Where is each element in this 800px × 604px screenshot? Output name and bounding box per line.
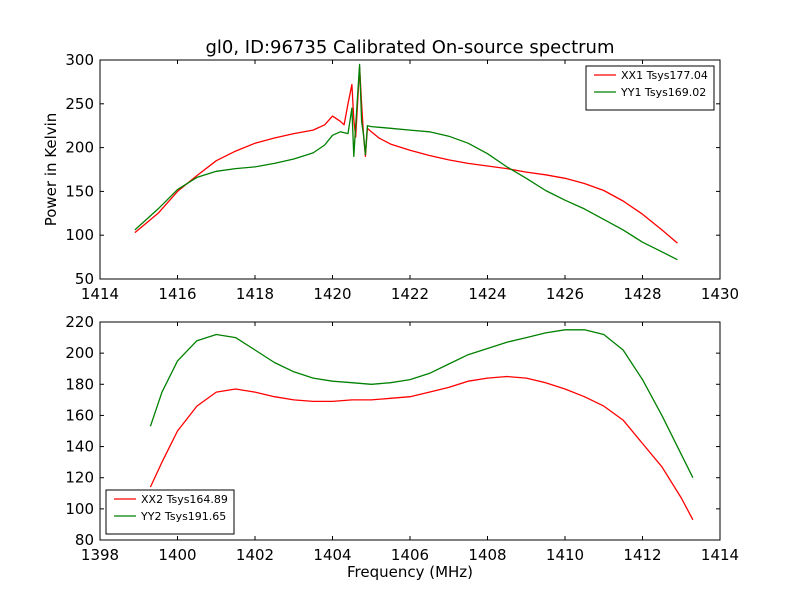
y-tick-label: 50 <box>75 270 94 288</box>
y-tick-label: 100 <box>65 226 94 244</box>
x-tick-label: 1422 <box>391 285 429 303</box>
y-axis-label: Power in Kelvin <box>42 113 60 227</box>
x-tick-label: 1412 <box>623 546 661 564</box>
legend: XX2 Tsys164.89 YY2 Tsys191.65 <box>105 489 235 535</box>
plot-frame <box>99 59 721 280</box>
legend-box <box>585 65 715 111</box>
x-tick-label: 1408 <box>468 546 506 564</box>
y-tick-label: 80 <box>75 531 94 549</box>
top-spectrum-panel: 1414 1416 1418 1420 1422 1424 1426 1428 1430 50 10… <box>42 51 739 303</box>
series-line-2 <box>134 63 678 261</box>
figure-title: gl0, ID:96735 Calibrated On-source spect… <box>205 37 614 58</box>
y-tick-label: 300 <box>65 51 94 69</box>
x-axis-label: Frequency (MHz) <box>347 563 473 581</box>
x-tick-label: 1418 <box>236 285 274 303</box>
x-tick-label: 1410 <box>546 546 584 564</box>
legend-label: XX2 Tsys164.89 <box>141 493 228 506</box>
y-tick-label: 250 <box>65 95 94 113</box>
x-tick-label: 1430 <box>701 285 739 303</box>
y-tick-label: 220 <box>65 313 94 331</box>
x-tick-label: 1424 <box>468 285 506 303</box>
y-tick-label: 140 <box>65 438 94 456</box>
y-tick-label: 180 <box>65 375 94 393</box>
legend-box <box>105 489 235 535</box>
x-tick-label: 1402 <box>236 546 274 564</box>
y-tick-label: 150 <box>65 182 94 200</box>
x-tick-label: 1404 <box>313 546 351 564</box>
series-line-1 <box>149 375 694 521</box>
x-tick-label: 1426 <box>546 285 584 303</box>
x-tick-label: 1428 <box>623 285 661 303</box>
y-tick-label: 120 <box>65 469 94 487</box>
legend-label: YY1 Tsys169.02 <box>620 86 706 99</box>
x-tick-label: 1398 <box>81 546 119 564</box>
bottom-spectrum-panel: 1398 1400 1402 1404 1406 1408 1410 1412 1414 80 10… <box>65 313 739 564</box>
legend: XX1 Tsys177.04 YY1 Tsys169.02 <box>585 65 715 111</box>
x-tick-label: 1416 <box>158 285 196 303</box>
x-tick-label: 1414 <box>701 546 739 564</box>
x-tick-label: 1420 <box>313 285 351 303</box>
x-tick-label: 1406 <box>391 546 429 564</box>
y-tick-label: 200 <box>65 139 94 157</box>
x-tick-label: 1414 <box>81 285 119 303</box>
x-tick-label: 1400 <box>158 546 196 564</box>
y-tick-label: 100 <box>65 500 94 518</box>
y-tick-label: 160 <box>65 406 94 424</box>
legend-label: XX1 Tsys177.04 <box>621 69 708 82</box>
legend-label: YY2 Tsys191.65 <box>140 510 226 523</box>
y-tick-label: 200 <box>65 344 94 362</box>
series-line-2 <box>149 329 694 478</box>
plot-frame <box>99 321 721 541</box>
